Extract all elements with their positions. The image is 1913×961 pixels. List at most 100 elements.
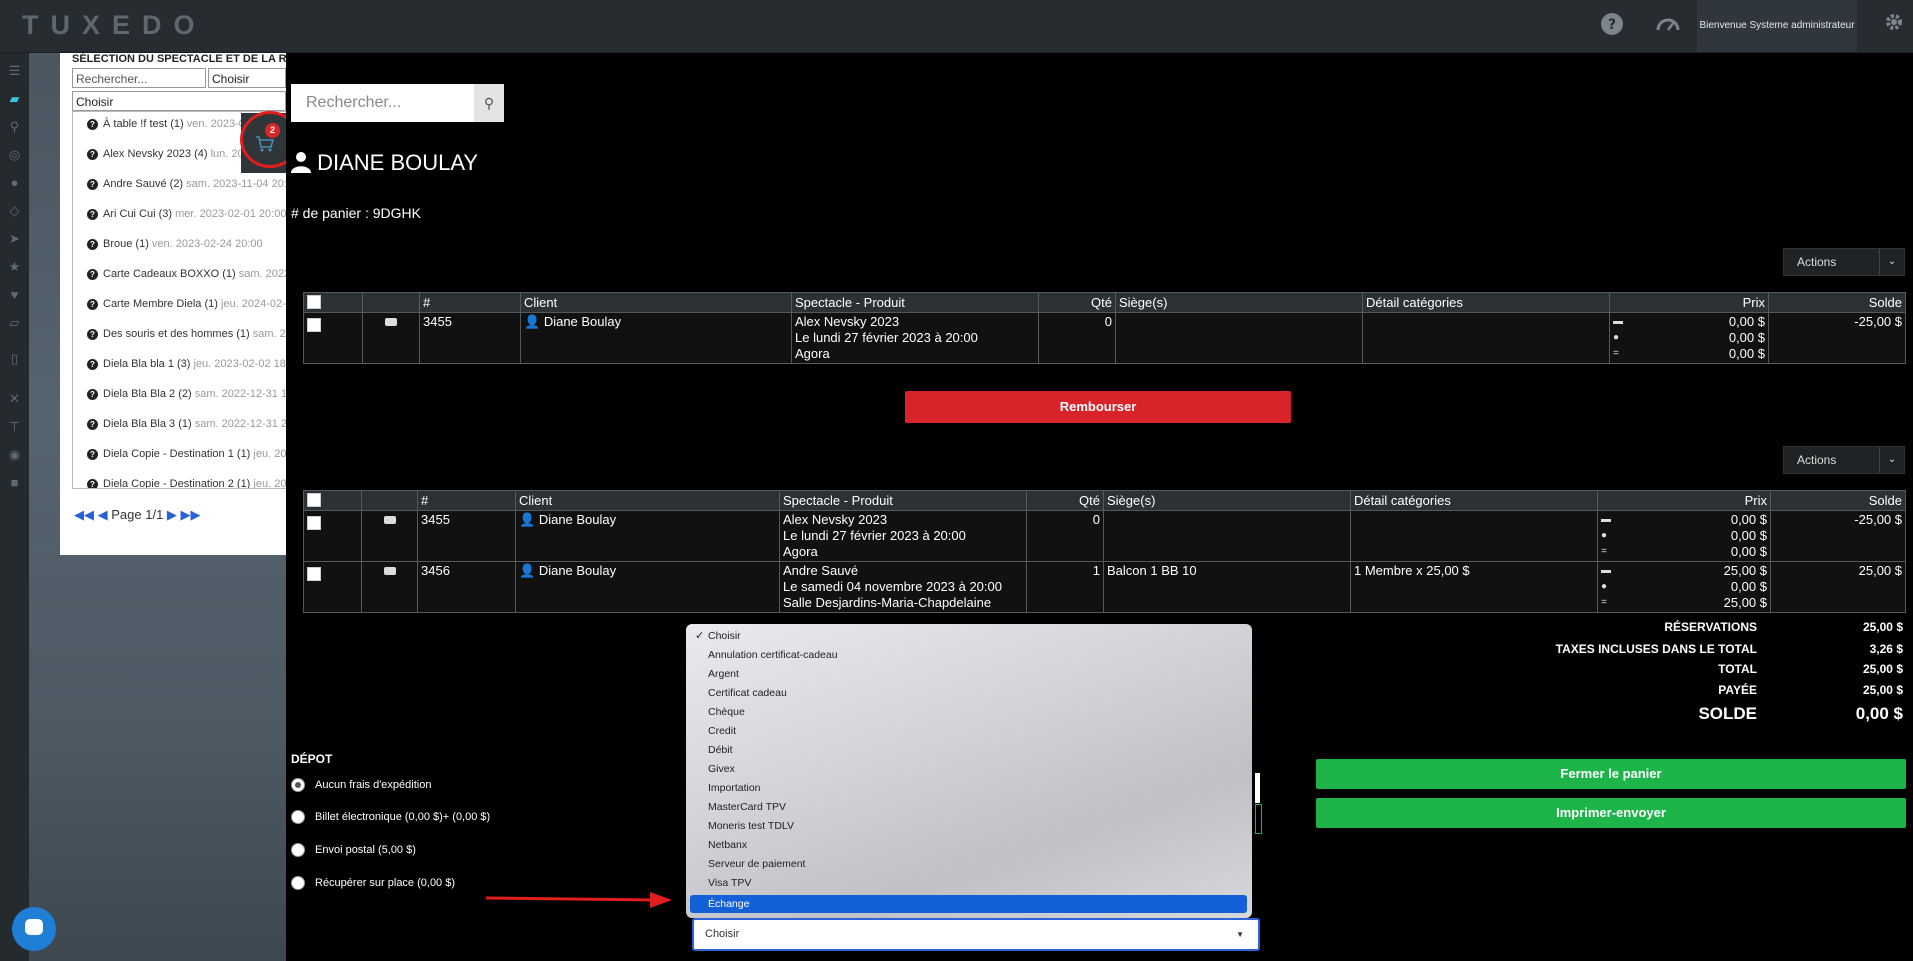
row-venue: Agora (795, 346, 830, 361)
signpost-icon[interactable]: ⊤ (8, 419, 21, 434)
search-input[interactable]: Rechercher... (291, 84, 474, 122)
show-search-input[interactable]: Rechercher... (72, 68, 206, 88)
row-venue: Agora (783, 544, 818, 559)
price-ticket: 25,00 $ (1723, 563, 1767, 578)
menu-icon[interactable]: ☰ (8, 63, 21, 78)
location-icon[interactable]: ◉ (8, 447, 21, 462)
show-filter-select[interactable]: Choisir (208, 68, 286, 88)
user-icon: 👤 (524, 314, 541, 329)
users-icon[interactable]: ● (10, 175, 19, 190)
show-list-item[interactable]: ? Alex Nevsky 2023 (4) lun. 202 (87, 148, 250, 160)
option-debit[interactable]: Débit (708, 744, 733, 756)
speedometer-icon[interactable] (1655, 12, 1680, 36)
row-venue: Salle Desjardins-Maria-Chapdelaine (783, 595, 992, 610)
radio-button[interactable] (291, 778, 305, 792)
ticket-icon (383, 567, 396, 575)
hidden-input-edge (1255, 773, 1260, 803)
select-all-checkbox[interactable] (307, 295, 321, 309)
help-icon: ? (87, 449, 98, 460)
search-button[interactable]: ⚲ (474, 84, 504, 122)
show-list-item[interactable]: ? Ari Cui Cui (3) mer. 2023-02-01 20:00 (87, 208, 286, 220)
option-visa-tpv[interactable]: Visa TPV (708, 877, 752, 889)
table-header: # Client Spectacle - Produit Qté Siège(s… (303, 292, 1906, 313)
col-balance: Solde (1768, 292, 1906, 313)
col-seats: Siège(s) (1103, 490, 1351, 511)
col-seats: Siège(s) (1115, 292, 1363, 313)
prev-page-icon[interactable]: ◀ (97, 507, 108, 522)
gear-icon[interactable] (1882, 12, 1906, 36)
send-icon[interactable]: ➤ (9, 231, 20, 246)
col-id: # (417, 490, 516, 511)
show-list-item[interactable]: ? À table !f test (1) ven. 2023-02 (87, 118, 251, 130)
tags-icon[interactable]: ◇ (9, 203, 20, 218)
show-list-item[interactable]: ? Diela Bla Bla 2 (2) sam. 2022-12-31 18:… (87, 388, 286, 400)
tools-icon[interactable]: ✕ (9, 391, 20, 406)
last-page-icon[interactable]: ▶▶ (180, 507, 201, 522)
show-list-item[interactable]: ? Diela Copie - Destination 1 (1) jeu. 20… (87, 448, 286, 460)
radio-button[interactable] (291, 843, 305, 857)
mobile-icon[interactable]: ▯ (10, 351, 19, 366)
close-cart-button[interactable]: Fermer le panier (1316, 759, 1906, 789)
row-checkbox[interactable] (307, 567, 321, 581)
star-icon[interactable]: ★ (8, 259, 21, 274)
actions-dropdown-2[interactable]: Actions ⌄ (1783, 446, 1905, 474)
show-list-item[interactable]: ? Diela Bla Bla 3 (1) sam. 2022-12-31 20:… (87, 418, 286, 430)
table-row[interactable]: 3456 👤 Diane Boulay Andre Sauvé Le samedi… (303, 561, 1906, 613)
show-list-item[interactable]: ? Carte Membre Diela (1) jeu. 2024-02-01 (87, 298, 286, 310)
option-credit[interactable]: Credit (708, 725, 737, 737)
ticket-alt-icon[interactable]: ▱ (9, 315, 20, 330)
depot-option-eticket[interactable]: Billet électronique (0,00 $)+ (0,00 $) (291, 810, 490, 824)
ticket-icon: ▬ (1601, 514, 1611, 525)
option-annulation-certificat[interactable]: Annulation certificat-cadeau (708, 649, 838, 661)
row-balance: -25,00 $ (1768, 312, 1906, 364)
option-choisir[interactable]: ✓ Choisir (695, 630, 741, 642)
show-name: Diela Copie - Destination 1 (1) (103, 448, 251, 460)
show-list-item[interactable]: ? Diela Bla bla 1 (3) jeu. 2023-02-02 18:… (87, 358, 286, 370)
first-page-icon[interactable]: ◀◀ (74, 507, 94, 522)
row-detail: 1 Membre x 25,00 $ (1350, 561, 1598, 613)
radio-button[interactable] (291, 810, 305, 824)
depot-option-postal[interactable]: Envoi postal (5,00 $) (291, 843, 416, 857)
select-all-checkbox[interactable] (307, 493, 321, 507)
print-send-button[interactable]: Imprimer-envoyer (1316, 798, 1906, 828)
depot-option-pickup[interactable]: Récupérer sur place (0,00 $) (291, 876, 455, 890)
show-list-item[interactable]: ? Broue (1) ven. 2023-02-24 20:00 (87, 238, 263, 250)
briefcase-icon[interactable]: ■ (10, 475, 19, 490)
option-serveur-paiement[interactable]: Serveur de paiement (708, 858, 806, 870)
option-argent[interactable]: Argent (708, 668, 739, 680)
option-moneris-test[interactable]: Moneris test TDLV (708, 820, 794, 832)
payment-method-select[interactable]: Choisir ▼ (692, 918, 1260, 951)
help-icon[interactable]: ? (1600, 12, 1624, 36)
app-logo[interactable]: TUXEDO (22, 10, 207, 40)
show-list-item[interactable]: ? Carte Cadeaux BOXXO (1) sam. 2022-1 (87, 268, 286, 280)
refund-button[interactable]: Rembourser (905, 391, 1291, 423)
table-row[interactable]: 3455 👤 Diane Boulay Alex Nevsky 2023 Le l… (303, 312, 1906, 364)
option-certificat-cadeau[interactable]: Certificat cadeau (708, 687, 787, 699)
show-list-item[interactable]: ? Des souris et des hommes (1) sam. 2023 (87, 328, 286, 340)
welcome-user[interactable]: Bienvenue Systeme administrateur (1697, 0, 1857, 52)
representation-filter-select[interactable]: Choisir (72, 91, 286, 111)
show-list-item[interactable]: ? Andre Sauvé (2) sam. 2023-11-04 20:00 (87, 178, 286, 190)
row-checkbox[interactable] (307, 516, 321, 530)
ticket-icon[interactable]: ▰ (9, 91, 20, 106)
target-icon[interactable]: ◎ (8, 147, 21, 162)
search-icon[interactable]: ⚲ (9, 119, 20, 134)
option-importation[interactable]: Importation (708, 782, 761, 794)
actions-dropdown-1[interactable]: Actions ⌄ (1783, 248, 1905, 276)
option-netbanx[interactable]: Netbanx (708, 839, 748, 851)
help-icon: ? (87, 419, 98, 430)
row-checkbox[interactable] (307, 318, 321, 332)
depot-option-none[interactable]: Aucun frais d'expédition (291, 778, 431, 792)
table-row[interactable]: 3455 👤 Diane Boulay Alex Nevsky 2023 Le l… (303, 510, 1906, 562)
radio-button[interactable] (291, 876, 305, 890)
hand-heart-icon[interactable]: ♥ (10, 287, 19, 302)
option-cheque[interactable]: Chèque (708, 706, 745, 718)
chat-button[interactable] (12, 907, 56, 951)
option-mastercard-tpv[interactable]: MasterCard TPV (708, 801, 786, 813)
show-date: ven. 2023-02 (186, 118, 251, 130)
show-list-item[interactable]: ? Diela Copie - Destination 2 (1) jeu. 20… (87, 478, 286, 488)
next-page-icon[interactable]: ▶ (166, 507, 177, 522)
checkmark-icon: ✓ (695, 630, 705, 642)
option-echange[interactable]: Échange (708, 898, 750, 910)
option-givex[interactable]: Givex (708, 763, 735, 775)
